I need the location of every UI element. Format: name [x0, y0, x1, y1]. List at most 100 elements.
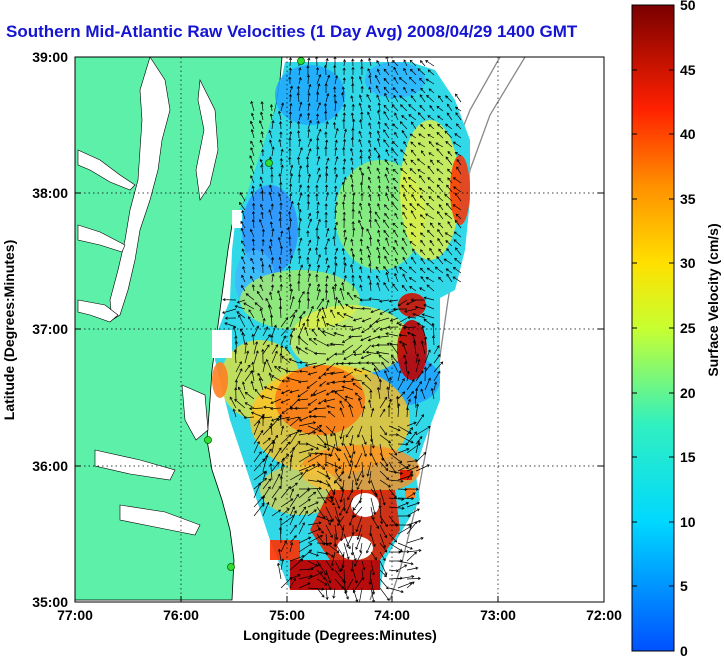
velocity-arrow: [421, 325, 426, 337]
velocity-arrow: [312, 362, 327, 369]
x-tick-label: 77:00: [57, 607, 93, 623]
velocity-arrow: [392, 222, 399, 229]
velocity-arrow: [381, 361, 390, 373]
velocity-arrow: [261, 149, 265, 157]
velocity-arrow: [418, 187, 426, 193]
velocity-arrow: [250, 128, 255, 139]
velocity-arrow: [392, 177, 399, 184]
velocity-arrow: [376, 94, 381, 103]
velocity-arrow: [343, 452, 352, 467]
velocity-arrow: [343, 128, 348, 139]
velocity-arrow: [436, 255, 444, 265]
velocity-arrow: [437, 115, 444, 121]
velocity-arrow: [401, 246, 408, 256]
velocity-arrow: [307, 263, 312, 274]
velocity-arrow: [298, 311, 306, 319]
velocity-arrow: [297, 299, 302, 310]
velocity-arrow: [397, 575, 415, 580]
velocity-arrow: [388, 376, 392, 391]
velocity-arrow: [278, 217, 282, 229]
velocity-arrow: [271, 461, 280, 472]
velocity-arrow: [268, 209, 273, 220]
velocity-arrow: [351, 253, 356, 265]
velocity-arrow: [445, 141, 453, 148]
velocity-arrow: [307, 138, 312, 148]
velocity-arrow: [419, 60, 426, 67]
velocity-arrow: [377, 109, 381, 121]
velocity-arrow: [316, 515, 333, 523]
velocity-arrow: [391, 194, 399, 202]
velocity-arrow: [376, 137, 381, 148]
velocity-arrow: [316, 452, 332, 457]
velocity-arrow: [392, 140, 399, 148]
velocity-arrow: [397, 461, 409, 469]
velocity-arrow: [389, 342, 399, 355]
velocity-arrow: [376, 238, 381, 247]
velocity-arrow: [271, 344, 279, 355]
velocity-arrow: [343, 138, 347, 148]
velocity-arrow: [379, 551, 386, 562]
velocity-arrow: [427, 69, 435, 76]
velocity-arrow: [368, 86, 372, 94]
velocity-arrow: [379, 308, 390, 315]
velocity-arrow: [351, 58, 355, 67]
velocity-arrow: [351, 282, 355, 292]
velocity-arrow: [339, 287, 345, 301]
velocity-arrow: [406, 576, 421, 581]
velocity-arrow: [262, 317, 266, 328]
velocity-arrow: [271, 447, 282, 463]
velocity-arrow: [324, 452, 328, 467]
velocity-arrow: [370, 452, 378, 466]
velocity-arrow: [325, 569, 332, 584]
velocity-arrow: [307, 148, 312, 157]
velocity-arrow: [454, 247, 462, 256]
velocity-arrow: [238, 314, 246, 328]
velocity-arrow: [271, 324, 277, 337]
velocity-arrow: [411, 256, 417, 265]
velocity-arrow: [250, 369, 255, 382]
velocity-arrow: [270, 284, 275, 292]
velocity-arrow: [419, 195, 426, 202]
velocity-arrow: [453, 239, 462, 247]
velocity-arrow: [342, 211, 346, 220]
velocity-arrow: [298, 421, 317, 427]
velocity-arrow: [324, 131, 328, 139]
velocity-arrow: [313, 338, 327, 346]
velocity-arrow: [350, 166, 354, 175]
velocity-arrow: [278, 121, 283, 130]
velocity-arrow: [321, 315, 327, 328]
velocity-arrow: [401, 184, 408, 193]
velocity-arrow: [343, 443, 352, 459]
velocity-arrow: [348, 403, 354, 418]
velocity-arrow: [360, 335, 372, 342]
velocity-arrow: [288, 211, 292, 220]
velocity-arrow: [250, 112, 255, 121]
velocity-arrow: [347, 488, 354, 501]
velocity-arrow: [388, 425, 401, 432]
velocity-arrow: [376, 343, 389, 347]
velocity-arrow: [316, 578, 328, 586]
velocity-arrow: [298, 582, 311, 589]
velocity-arrow: [455, 123, 462, 130]
velocity-arrow: [366, 228, 372, 238]
velocity-arrow: [263, 405, 273, 409]
velocity-arrow: [271, 485, 282, 499]
velocity-arrow: [368, 263, 372, 274]
velocity-arrow: [280, 576, 293, 589]
velocity-arrow: [234, 387, 238, 400]
velocity-arrow: [398, 333, 408, 337]
velocity-arrow: [394, 272, 399, 283]
velocity-arrow: [383, 111, 390, 121]
velocity-arrow: [288, 76, 292, 85]
velocity-arrow: [378, 378, 382, 391]
velocity-arrow: [426, 202, 435, 211]
velocity-arrow: [325, 257, 329, 265]
velocity-arrow: [250, 147, 255, 157]
velocity-arrow: [343, 274, 347, 283]
velocity-arrow: [359, 266, 363, 274]
velocity-arrow: [234, 340, 238, 355]
velocity-arrow: [436, 184, 444, 193]
velocity-arrow: [243, 416, 255, 420]
velocity-arrow: [307, 371, 318, 376]
velocity-arrow: [410, 159, 417, 166]
